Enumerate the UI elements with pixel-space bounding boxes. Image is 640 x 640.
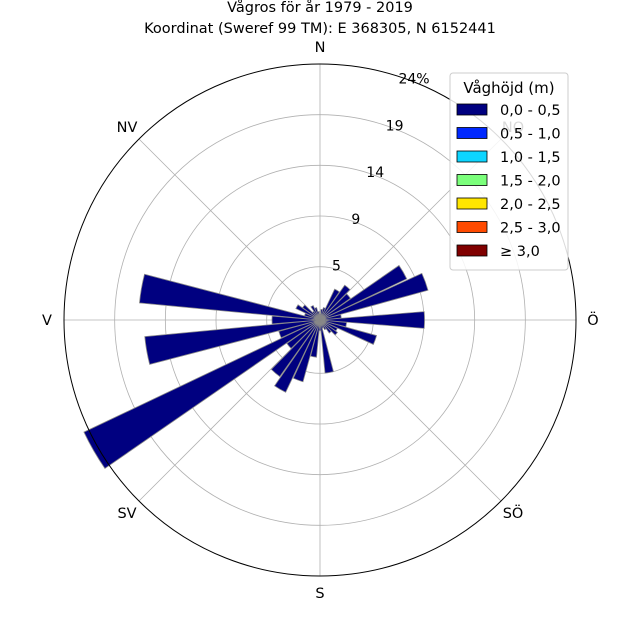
polar-frame [63,63,577,577]
legend-label: 2,5 - 3,0 [500,221,561,237]
legend-swatch [456,127,488,139]
rose-bar [286,319,321,350]
legend-label: 0,0 - 0,5 [500,103,561,119]
legend-label: 1,0 - 1,5 [500,150,561,166]
direction-label: SÖ [503,504,524,522]
legend-frame [449,72,569,271]
radial-tick-label: 5 [332,259,341,275]
direction-label: N [315,40,326,56]
rose-bar [317,311,321,321]
rose-bar [319,319,378,345]
grid-spoke [138,138,321,321]
legend-swatch [456,244,488,257]
rose-bar [319,288,340,321]
legend-label: ≥ 3,0 [500,244,540,260]
legend-label: 1,5 - 2,0 [500,174,561,190]
rose-bar [319,319,338,336]
rose-bar [319,293,351,321]
rose-bar [139,273,321,321]
legend-label: 2,0 - 2,5 [500,197,561,213]
rose-bar [319,284,351,321]
radial-tick-label: 9 [351,212,360,228]
rose-bar [319,311,425,329]
rose-bar [314,307,321,321]
chart-title-line-1: Vågros för år 1979 - 2019 [227,0,413,16]
radial-tick-label: 24% [398,72,429,88]
legend-label: 0,5 - 1,0 [500,127,561,143]
rose-bar [310,305,321,321]
rose-bar [319,319,332,334]
legend-swatch [456,174,488,186]
direction-label: V [42,313,52,329]
legend-swatch [456,103,488,116]
direction-labels: NNOÖSÖSSVVNV [42,40,599,602]
grid-spoke [319,319,502,502]
direction-label: Ö [587,311,598,329]
legend: Våghöjd (m) 0,0 - 0,5 0,5 - 1,0 1,0 - 1,5 1… [449,72,569,271]
rose-bar [319,272,429,321]
legend-swatch [456,150,488,163]
rose-bar [295,304,321,321]
radial-tick-label: 19 [386,118,404,134]
rose-bar [83,319,321,469]
rose-bar [144,319,321,365]
legend-swatch [456,197,488,210]
legend-title: Våghöjd (m) [463,79,554,97]
rose-bar [278,319,321,339]
rose-bars [83,264,429,469]
direction-label: SV [117,506,136,522]
chart-title-line-2: Koordinat (Sweref 99 TM): E 368305, N 61… [144,21,496,37]
rose-bar [319,264,408,321]
rose-bar [271,315,321,325]
direction-label: NV [117,120,138,136]
rose-bar [274,319,321,393]
radial-tick-label: 14 [366,165,384,181]
angular-gridlines [64,64,576,576]
rose-bar [319,319,334,374]
rose-bar [292,319,321,383]
rose-bar [270,319,321,378]
rose-bar [302,304,321,321]
radial-tick-labels: 5 9 14 19 24% [332,72,430,275]
legend-swatch [456,221,488,233]
direction-label: S [315,586,324,602]
